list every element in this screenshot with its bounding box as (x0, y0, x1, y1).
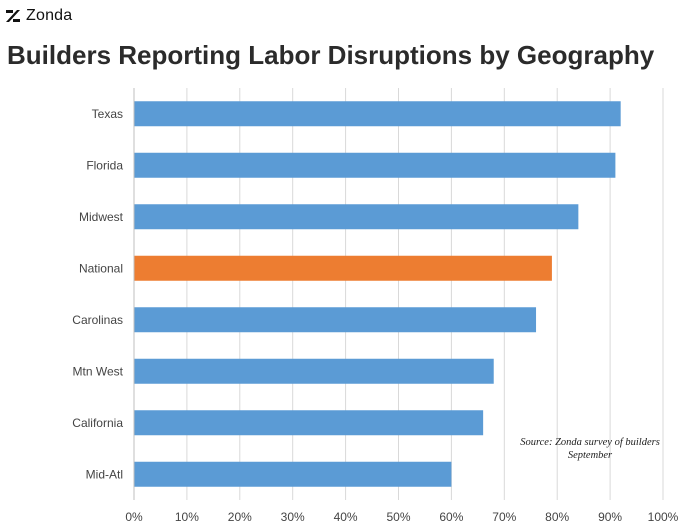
category-label: Mtn West (73, 364, 124, 378)
x-tick-label: 50% (386, 510, 410, 524)
category-label: National (79, 261, 123, 275)
x-tick-label: 10% (175, 510, 199, 524)
category-label: California (72, 416, 123, 430)
x-tick-label: 100% (648, 510, 679, 524)
bar-texas (134, 101, 621, 127)
category-label: Carolinas (72, 313, 123, 327)
category-label: Midwest (79, 210, 124, 224)
category-label: Florida (86, 158, 123, 172)
chart-title: Builders Reporting Labor Disruptions by … (7, 40, 655, 70)
x-tick-label: 60% (439, 510, 463, 524)
x-tick-label: 20% (228, 510, 252, 524)
brand-name: Zonda (26, 7, 73, 24)
x-tick-label: 40% (334, 510, 358, 524)
bar-mid-atl (134, 461, 452, 487)
source-note: Source: Zonda survey of builders Septemb… (505, 436, 675, 462)
x-tick-label: 80% (545, 510, 569, 524)
category-label: Mid-Atl (86, 467, 123, 481)
x-tick-label: 90% (598, 510, 622, 524)
bar-national (134, 255, 552, 281)
bar-california (134, 410, 484, 436)
x-tick-label: 30% (281, 510, 305, 524)
brand-logo: Zonda (6, 5, 72, 27)
x-tick-label: 0% (125, 510, 143, 524)
zonda-slash-logo-icon (6, 10, 20, 22)
bar-carolinas (134, 307, 537, 333)
bar-florida (134, 152, 616, 178)
x-tick-label: 70% (492, 510, 516, 524)
category-label: Texas (92, 107, 123, 121)
source-note-line-2: September (567, 450, 613, 461)
bar-mtn-west (134, 358, 494, 384)
bar-midwest (134, 204, 579, 230)
source-note-line-1: Source: Zonda survey of builders (520, 437, 660, 448)
